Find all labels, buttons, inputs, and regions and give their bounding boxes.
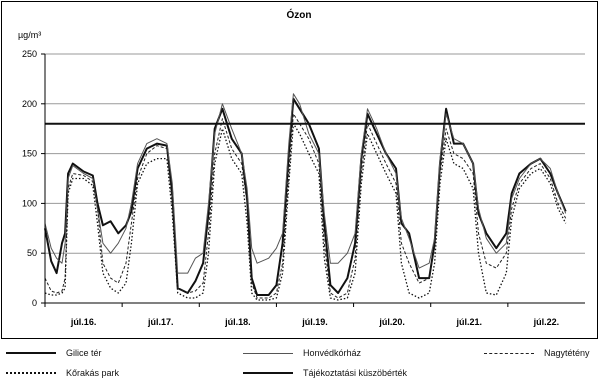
legend-item-honved: Honvédkórház <box>243 346 361 360</box>
x-tick-label: júl.20. <box>378 317 405 327</box>
legend-swatch-nagyteteny <box>484 352 534 354</box>
y-tick-label: 150 <box>22 149 37 159</box>
legend-label-korakas: Kőrakás park <box>66 368 120 378</box>
y-tick-label: 200 <box>22 99 37 109</box>
y-axis-unit-label: µg/m³ <box>18 30 41 40</box>
y-tick-label: 250 <box>22 49 37 59</box>
legend-item-korakas: Kőrakás park <box>6 366 119 380</box>
legend-label-honved: Honvédkórház <box>303 348 362 358</box>
legend-label-threshold: Tájékoztatási küszöbérték <box>303 368 408 378</box>
x-tick-label: júl.17. <box>147 317 174 327</box>
series-line-honved <box>44 93 567 274</box>
chart-frame: Ózon µg/m³ 0 50 100 150 200 250 júl.16. júl.17… <box>1 1 598 339</box>
legend-swatch-korakas <box>6 372 56 374</box>
ozone-line-chart: Ózon µg/m³ 0 50 100 150 200 250 júl.16. júl.17… <box>18 8 585 327</box>
legend-item-gilice: Gilice tér <box>6 346 102 360</box>
chart-legend: Gilice tér Honvédkórház Nagytétény Kőrak… <box>0 344 600 387</box>
legend-swatch-honved <box>243 352 293 354</box>
legend-swatch-threshold <box>243 372 293 374</box>
series-line-nagyteteny <box>44 113 567 299</box>
legend-label-gilice: Gilice tér <box>66 348 102 358</box>
y-tick-label: 100 <box>22 198 37 208</box>
chart-title: Ózon <box>287 8 312 21</box>
x-tick-label: júl.22. <box>533 317 560 327</box>
legend-item-nagyteteny: Nagytétény <box>484 346 590 360</box>
x-tick-label: júl.18. <box>224 317 251 327</box>
x-tick-label: júl.16. <box>70 317 97 327</box>
series-line-korakas <box>44 123 567 301</box>
legend-swatch-gilice <box>6 352 56 354</box>
series-line-gilice <box>44 97 567 296</box>
x-tick-label: júl.19. <box>301 317 328 327</box>
y-tick-label: 50 <box>27 248 37 258</box>
y-tick-label: 0 <box>32 298 37 308</box>
legend-label-nagyteteny: Nagytétény <box>544 348 590 358</box>
legend-item-threshold: Tájékoztatási küszöbérték <box>243 366 407 380</box>
x-tick-label: júl.21. <box>456 317 483 327</box>
